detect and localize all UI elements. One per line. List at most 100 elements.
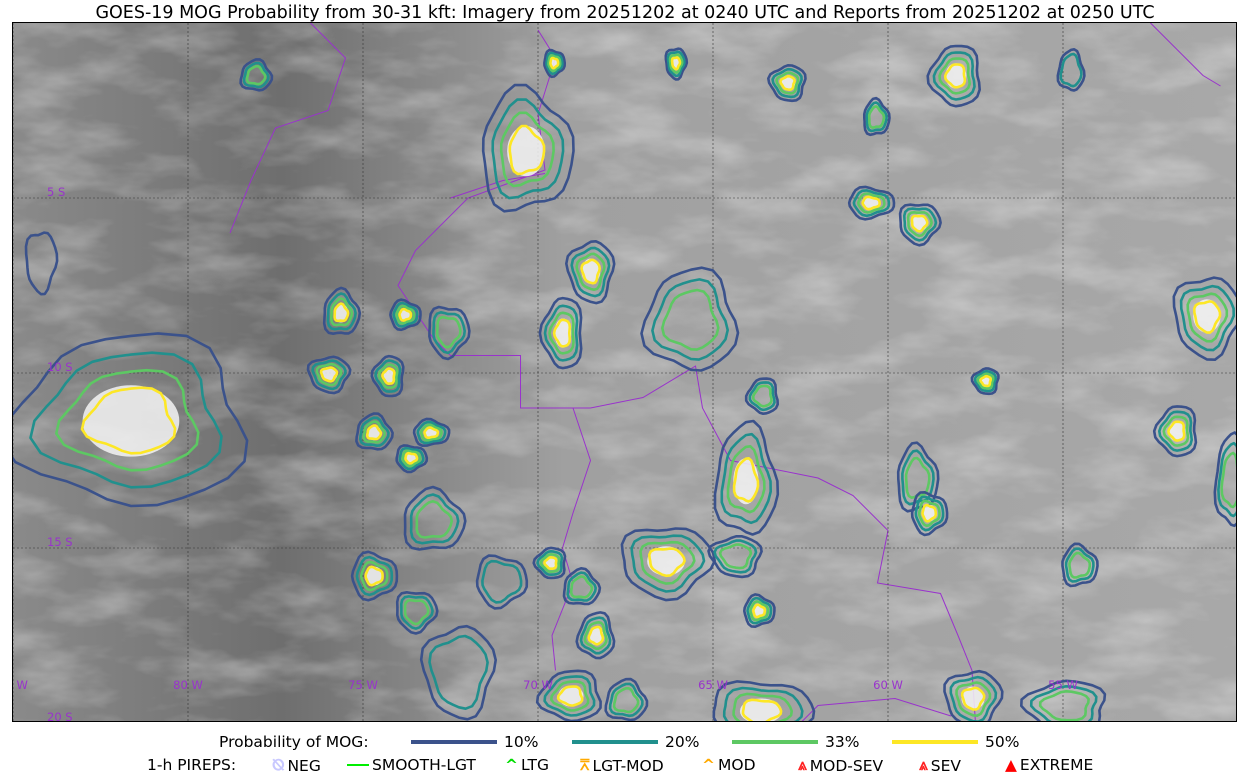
contour-20 bbox=[1064, 547, 1095, 583]
double-caret-icon: ⩓ bbox=[919, 756, 928, 774]
contour-20 bbox=[914, 495, 945, 532]
contour-10 bbox=[1056, 48, 1086, 92]
mog-cell bbox=[1213, 431, 1236, 528]
contour-10 bbox=[535, 669, 602, 721]
bright-cloud-core bbox=[364, 566, 384, 586]
mog-cell bbox=[350, 550, 399, 602]
contour-50 bbox=[404, 451, 419, 465]
contour-50 bbox=[943, 63, 967, 89]
contour-50 bbox=[779, 74, 796, 91]
mog-cell bbox=[532, 546, 567, 580]
contour-20 bbox=[666, 50, 686, 78]
mog-cell bbox=[713, 419, 780, 536]
mog-cell bbox=[412, 417, 451, 447]
contour-33 bbox=[415, 500, 453, 539]
contour-33 bbox=[1186, 292, 1229, 343]
contours-layer bbox=[13, 44, 1236, 721]
contour-50 bbox=[80, 386, 177, 455]
contour-50 bbox=[732, 457, 760, 503]
contour-20 bbox=[852, 189, 891, 218]
contour-10 bbox=[370, 354, 405, 398]
contour-33 bbox=[904, 456, 931, 499]
contour-33 bbox=[639, 540, 696, 585]
mog-cell bbox=[926, 44, 981, 108]
contour-20 bbox=[543, 675, 596, 717]
contour-33 bbox=[749, 600, 770, 622]
mog-cell bbox=[322, 286, 362, 335]
contour-50 bbox=[319, 366, 339, 383]
contour-33 bbox=[362, 420, 386, 444]
swatch-33 bbox=[732, 740, 818, 744]
caret-icon: ^ bbox=[505, 756, 518, 774]
contour-20 bbox=[651, 278, 729, 361]
contour-50 bbox=[1167, 420, 1186, 442]
mog-cell bbox=[1061, 542, 1099, 588]
contour-10 bbox=[543, 48, 566, 79]
pirep-label: LTG bbox=[521, 756, 549, 774]
legend-33: 33% bbox=[732, 733, 859, 751]
contour-10 bbox=[970, 367, 1000, 396]
contour-33 bbox=[668, 53, 684, 74]
contour-33 bbox=[547, 54, 562, 73]
contour-20 bbox=[949, 675, 998, 721]
legend-10: 10% bbox=[411, 733, 538, 751]
contour-20 bbox=[359, 416, 390, 447]
lon-label: 85 W bbox=[13, 678, 28, 692]
contour-20 bbox=[392, 301, 419, 328]
bright-cloud-core bbox=[507, 125, 546, 177]
pirep-label: MOD-SEV bbox=[809, 756, 884, 775]
caret-bar-icon: ⩞ bbox=[580, 756, 590, 774]
map-canvas: 85 W 80 W 75 W 70 W 65 W 60 W 55 W 5 S 10 S 15 S 2… bbox=[13, 23, 1236, 721]
double-caret-bar-icon: ⩓ bbox=[798, 756, 807, 774]
contour-20 bbox=[355, 555, 394, 597]
contour-33 bbox=[857, 192, 886, 214]
mog-cell bbox=[562, 567, 602, 606]
mog-cell bbox=[970, 367, 1000, 396]
mog-cell bbox=[712, 680, 816, 721]
figure-title: GOES-19 MOG Probability from 30-31 kft: … bbox=[95, 3, 1155, 23]
contour-50 bbox=[556, 685, 584, 707]
mog-cell bbox=[538, 296, 583, 370]
lat-label: 10 S bbox=[47, 360, 73, 374]
contour-10 bbox=[306, 355, 352, 395]
contour-20 bbox=[771, 67, 803, 99]
labels-layer: 85 W 80 W 75 W 70 W 65 W 60 W 55 W 5 S 10 S 15 S 2… bbox=[13, 185, 1078, 721]
contour-20 bbox=[608, 682, 644, 718]
swatch-50 bbox=[892, 740, 978, 744]
mog-cell bbox=[707, 535, 763, 579]
contour-50 bbox=[580, 258, 601, 285]
contour-33 bbox=[612, 687, 640, 714]
contour-20 bbox=[746, 596, 773, 625]
contour-50 bbox=[861, 195, 881, 211]
contour-20 bbox=[491, 98, 565, 200]
contour-33 bbox=[330, 297, 354, 327]
contour-33 bbox=[718, 543, 753, 570]
contour-20 bbox=[400, 595, 434, 630]
contour-33 bbox=[752, 384, 773, 408]
contour-33 bbox=[917, 499, 941, 528]
contour-50 bbox=[508, 124, 546, 176]
contour-10 bbox=[744, 377, 779, 415]
contour-20 bbox=[374, 359, 402, 393]
mog-cell bbox=[575, 611, 616, 660]
pirep-label: SEV bbox=[930, 756, 961, 775]
contour-50 bbox=[670, 56, 682, 71]
contour-20 bbox=[545, 51, 564, 76]
legend-label: 33% bbox=[825, 733, 860, 751]
contour-33 bbox=[419, 423, 443, 442]
contour-10 bbox=[395, 591, 439, 635]
bright-cloud-core bbox=[733, 458, 759, 505]
pirep-label: MOD bbox=[718, 756, 756, 774]
contour-10 bbox=[743, 593, 776, 628]
contour-33 bbox=[575, 252, 606, 291]
mog-cell bbox=[640, 266, 740, 372]
contour-20 bbox=[932, 51, 976, 101]
mog-cell bbox=[403, 485, 467, 551]
contour-50 bbox=[910, 214, 929, 233]
pirep-legend-item: ^ LTG bbox=[505, 756, 549, 774]
contour-50 bbox=[648, 547, 686, 578]
mog-cell bbox=[767, 64, 807, 103]
contour-50 bbox=[552, 318, 572, 348]
contour-10 bbox=[24, 231, 59, 296]
contour-33 bbox=[359, 560, 389, 592]
